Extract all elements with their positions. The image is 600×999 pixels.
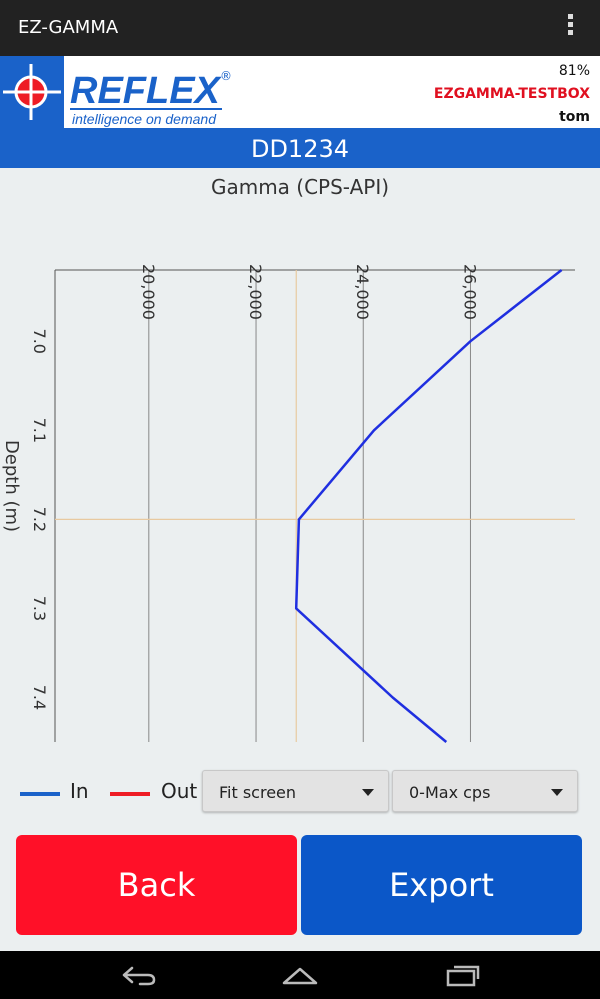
hole-id: DD1234 <box>250 135 350 163</box>
gamma-chart[interactable]: Gamma (CPS-API) Depth (m) 20,000 22,000 24… <box>0 168 600 758</box>
app-title: EZ-GAMMA <box>18 17 119 38</box>
x-tick-label: 20,000 <box>139 264 158 320</box>
app-title-bar: EZ-GAMMA <box>0 0 600 56</box>
overflow-menu-icon[interactable] <box>568 14 574 42</box>
legend-label-out: Out <box>161 779 198 803</box>
legend-swatch-out <box>110 792 150 796</box>
registered-mark: ® <box>220 69 232 83</box>
y-tick-label: 7.3 <box>30 596 49 621</box>
legend-swatch-in <box>20 792 60 796</box>
battery-level: 81% <box>558 63 590 79</box>
y-tick-label: 7.2 <box>30 507 49 532</box>
scale-select[interactable]: 0-Max cps <box>392 770 578 812</box>
brand-name: REFLEX <box>70 70 223 112</box>
y-axis-label: Depth (m) <box>1 440 22 532</box>
export-button[interactable]: Export <box>301 835 582 935</box>
back-icon[interactable] <box>118 963 158 987</box>
y-tick-label: 7.4 <box>30 685 49 710</box>
status-info: 81% EZGAMMA-TESTBOX tom <box>434 60 590 129</box>
back-button[interactable]: Back <box>16 835 297 935</box>
x-tick-label: 22,000 <box>246 264 265 320</box>
tagline: intelligence on demand <box>72 111 217 127</box>
x-tick-label: 26,000 <box>460 264 479 320</box>
device-name: EZGAMMA-TESTBOX <box>433 86 590 102</box>
user-name: tom <box>559 109 590 125</box>
legend-label-in: In <box>70 779 89 803</box>
home-icon[interactable] <box>280 963 320 987</box>
x-tick-label: 24,000 <box>353 264 372 320</box>
hole-id-banner: DD1234 <box>0 128 600 168</box>
chart-title: Gamma (CPS-API) <box>211 175 389 199</box>
zoom-select[interactable]: Fit screen <box>202 770 389 812</box>
scale-select-value: 0-Max cps <box>409 783 491 802</box>
main-content: Gamma (CPS-API) Depth (m) 20,000 22,000 24… <box>0 168 600 951</box>
recent-apps-icon[interactable] <box>444 962 484 988</box>
reflex-logo: REFLEX ® intelligence on demand <box>0 56 232 128</box>
zoom-select-value: Fit screen <box>219 783 297 802</box>
series-line-in <box>294 269 563 743</box>
y-tick-label: 7.1 <box>30 418 49 443</box>
y-tick-label: 7.0 <box>30 329 49 354</box>
chevron-down-icon <box>362 789 374 796</box>
header: REFLEX ® intelligence on demand 81% EZGA… <box>0 56 600 128</box>
chevron-down-icon <box>551 789 563 796</box>
system-nav-bar <box>0 951 600 999</box>
